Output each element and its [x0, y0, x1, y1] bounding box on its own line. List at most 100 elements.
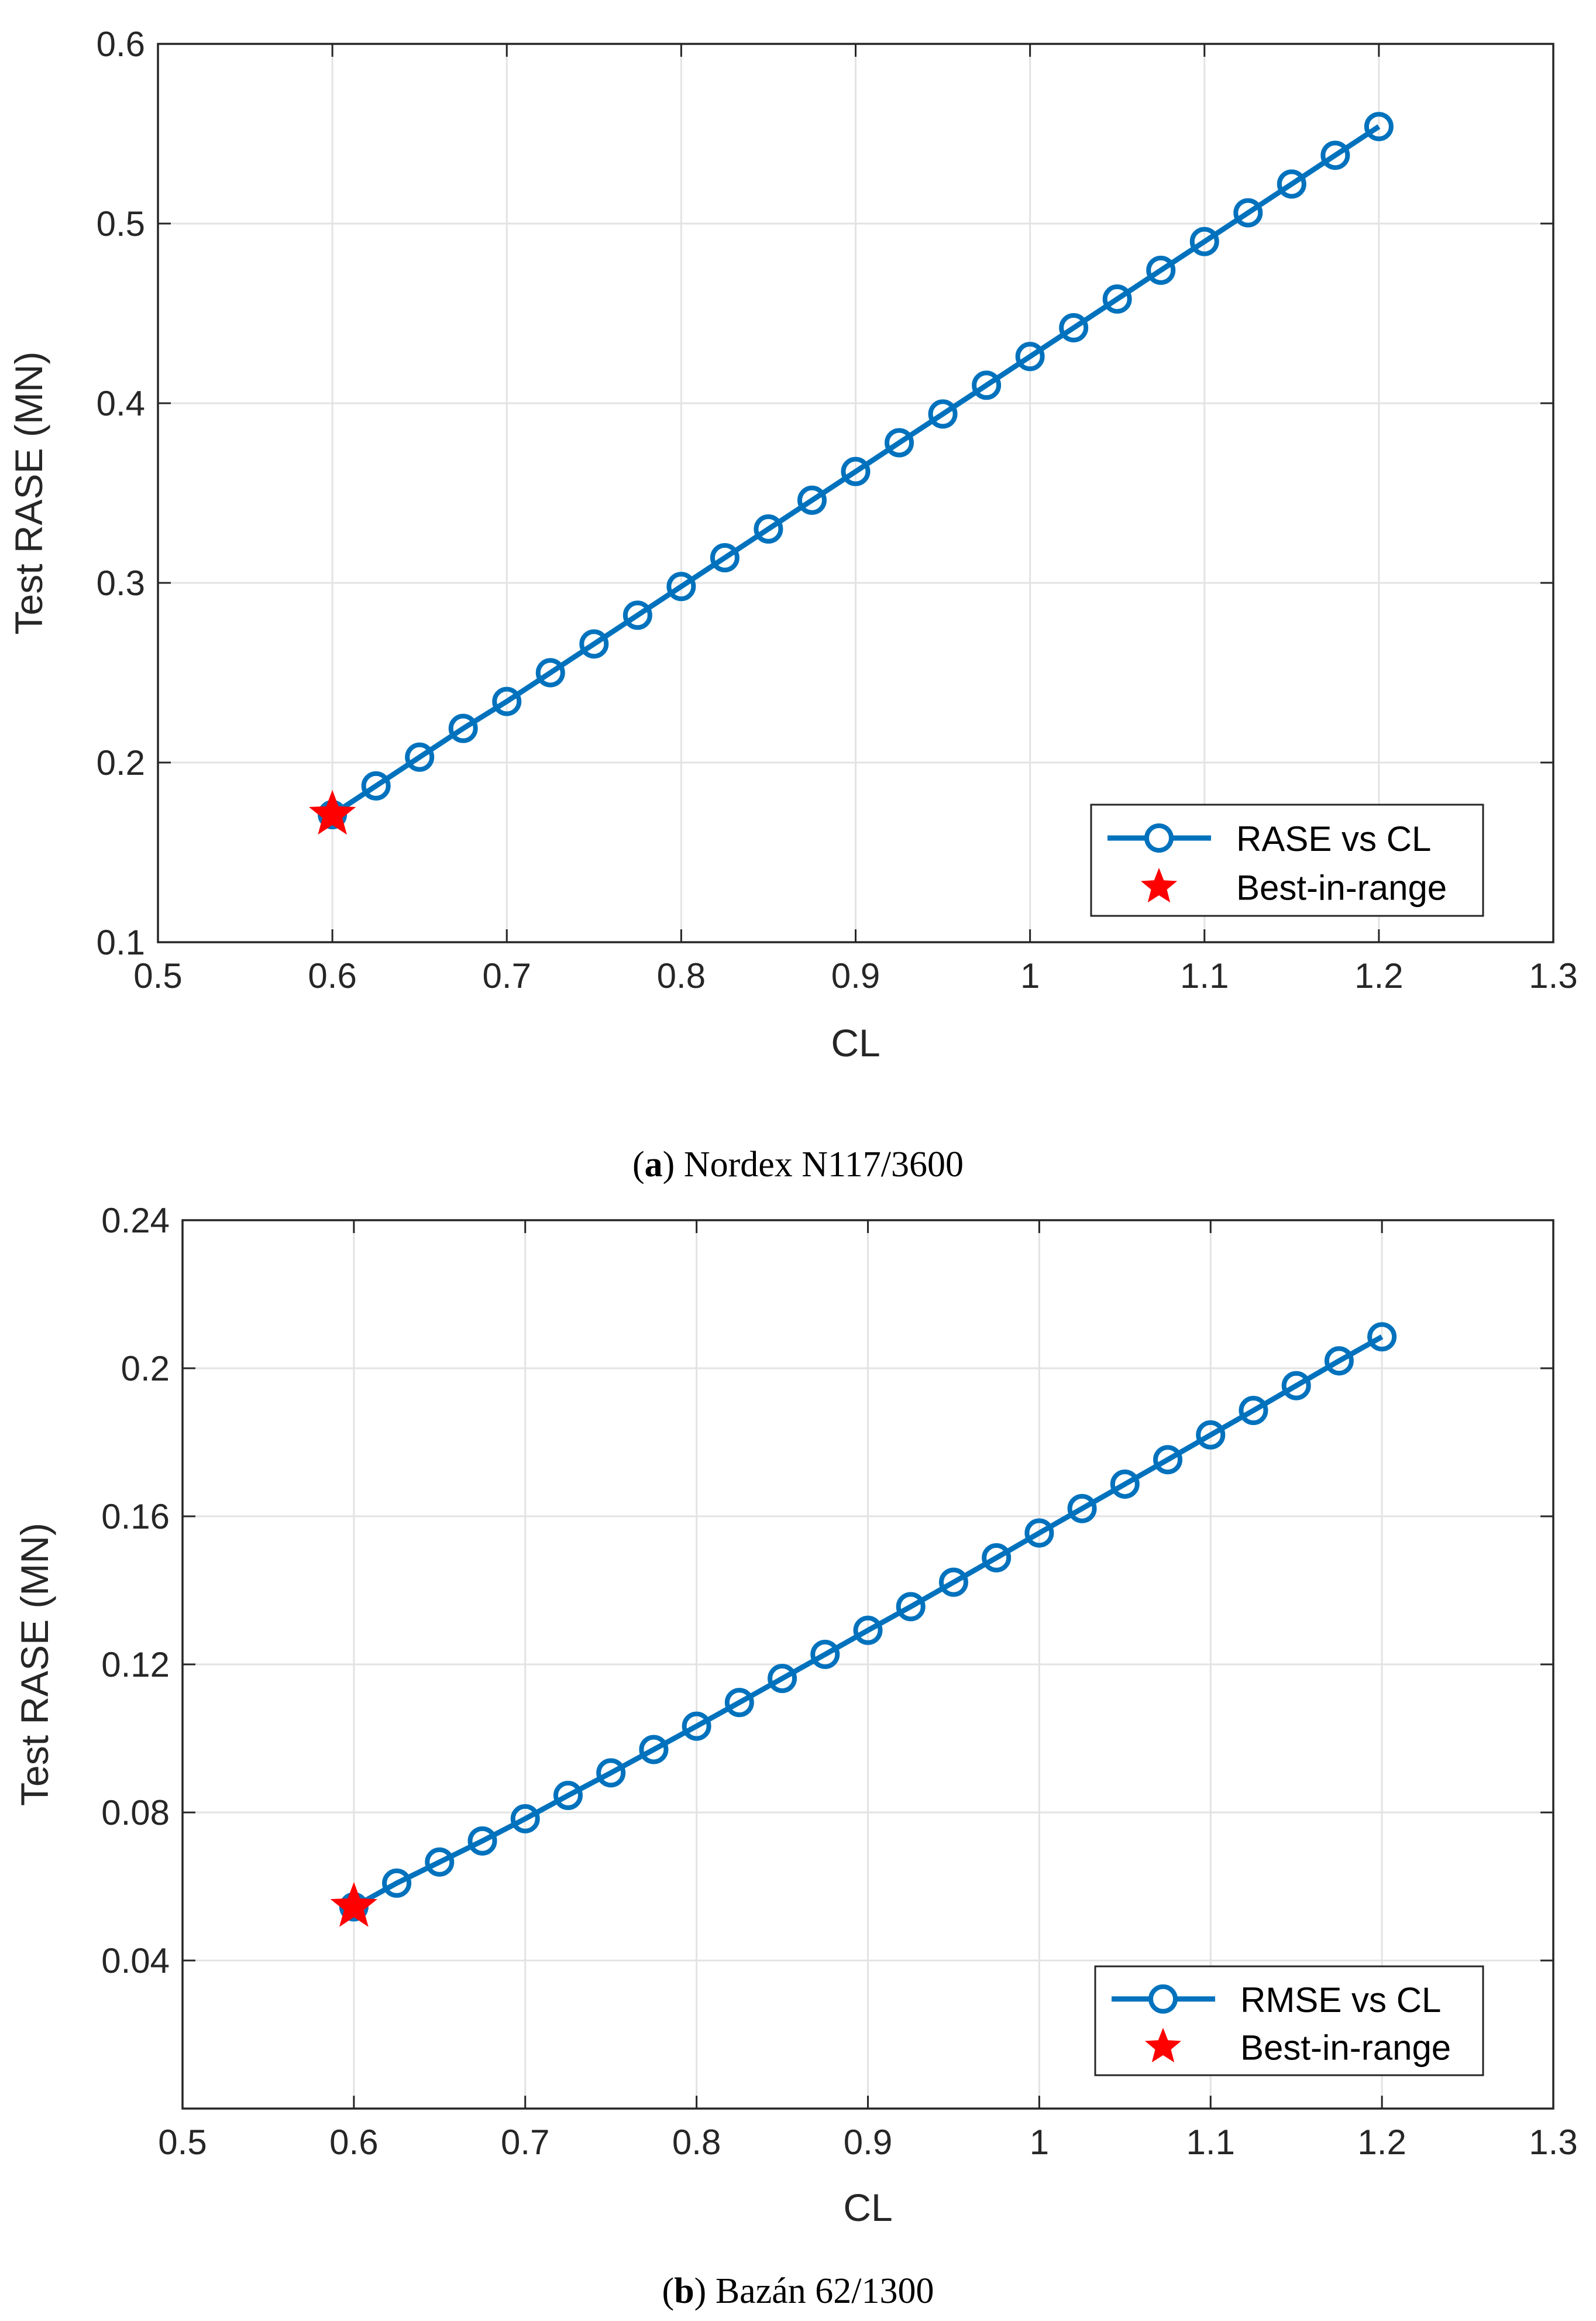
series-line: [331, 124, 1381, 817]
data-point: [1153, 1445, 1183, 1475]
data-point: [1367, 1322, 1397, 1352]
data-point: [841, 456, 871, 486]
data-point: [1059, 313, 1089, 343]
data-point: [579, 629, 609, 659]
data-point: [1239, 1396, 1268, 1426]
data-point: [639, 1735, 669, 1764]
y-tick-label: 0.08: [101, 1793, 170, 1832]
data-point: [982, 1543, 1012, 1572]
x-axis-label: CL: [831, 1021, 880, 1065]
chart-panel-a: 0.5 0.6 0.7 0.8 0.9 1 1.1 1.2 1.3 0.1 0.2 0.3 0.4 0.5…: [7, 25, 1578, 1065]
x-tick-label: 1: [1030, 2123, 1049, 2162]
best-in-range-marker: [330, 1882, 378, 1927]
caption-b-letter: b: [674, 2271, 694, 2311]
legend-label-series: RASE vs CL: [1236, 819, 1431, 859]
data-point: [448, 713, 478, 743]
data-point: [1320, 140, 1350, 170]
data-point: [1277, 169, 1306, 199]
data-point: [1189, 226, 1219, 256]
x-tick-label: 1.3: [1529, 2123, 1577, 2162]
x-tick-label: 1.1: [1180, 956, 1229, 995]
y-axis-label: Test RASE (MN): [7, 351, 50, 634]
y-axis-label: Test RASE (MN): [13, 1523, 56, 1806]
caption-a-letter: a: [644, 1145, 663, 1184]
data-point: [1015, 342, 1045, 372]
legend-star-swatch: [1144, 2027, 1182, 2063]
data-point: [382, 1868, 412, 1898]
data-point: [896, 1592, 926, 1622]
data-point: [810, 1639, 840, 1669]
data-point: [754, 514, 783, 544]
y-tick-label: 0.5: [97, 204, 145, 243]
data-point: [1102, 284, 1132, 314]
legend-box: [1090, 804, 1484, 917]
data-point: [553, 1780, 583, 1810]
data-point: [885, 428, 914, 458]
x-tick-label: 1.2: [1357, 2123, 1406, 2162]
data-point: [1110, 1469, 1140, 1499]
best-in-range-marker: [308, 789, 356, 835]
caption-b: (b) Bazán 62/1300: [662, 2271, 934, 2311]
y-tick-label: 0.4: [97, 384, 145, 423]
data-point: [425, 1847, 455, 1877]
data-point: [1364, 112, 1394, 142]
x-tick-label: 0.7: [501, 2123, 549, 2162]
caption-b-text: Bazán 62/1300: [706, 2271, 934, 2311]
x-tick-label: 1: [1020, 956, 1040, 995]
data-point: [1281, 1371, 1311, 1400]
x-tick-label: 0.9: [844, 2123, 892, 2162]
x-tick-label: 0.8: [657, 956, 706, 995]
legend-marker-swatch: [1144, 823, 1174, 853]
y-tick-label: 0.2: [121, 1349, 170, 1388]
legend-label-best: Best-in-range: [1240, 2028, 1451, 2068]
x-tick-label: 1.2: [1354, 956, 1403, 995]
caption-a-text: Nordex N117/3600: [675, 1145, 964, 1184]
data-point: [1196, 1420, 1226, 1450]
data-point: [1024, 1518, 1054, 1548]
data-point: [535, 658, 565, 688]
y-tick-label: 0.6: [97, 25, 145, 64]
x-tick-label: 0.6: [329, 2123, 378, 2162]
data-point: [361, 771, 391, 801]
data-point: [1233, 198, 1263, 228]
data-point: [1324, 1346, 1354, 1376]
y-tick-label: 0.12: [101, 1645, 170, 1684]
y-tick-label: 0.24: [101, 1201, 170, 1240]
data-point: [972, 370, 1002, 400]
caption-a: (a) Nordex N117/3600: [632, 1145, 964, 1184]
legend-label-series: RMSE vs CL: [1240, 1980, 1441, 2020]
x-tick-label: 1.1: [1186, 2123, 1235, 2162]
data-point: [467, 1826, 497, 1856]
data-point: [492, 686, 522, 716]
x-tick-label: 0.6: [308, 956, 356, 995]
legend-star-swatch: [1140, 867, 1178, 903]
x-tick-label: 0.5: [133, 956, 182, 995]
x-tick-label: 0.5: [158, 2123, 207, 2162]
chart-panel-b: 0.5 0.6 0.7 0.8 0.9 1 1.1 1.2 1.3 0.04 0.08 0.12 0.1…: [13, 1201, 1578, 2229]
data-point: [797, 485, 827, 515]
data-point: [1067, 1493, 1097, 1523]
x-tick-label: 0.8: [672, 2123, 721, 2162]
y-tick-label: 0.04: [101, 1941, 170, 1980]
data-point: [710, 543, 739, 573]
y-tick-label: 0.3: [97, 564, 145, 603]
legend-marker-swatch: [1148, 1984, 1178, 2014]
y-tick-label: 0.1: [97, 923, 145, 962]
x-tick-label: 0.9: [831, 956, 880, 995]
data-point: [622, 600, 652, 630]
data-point: [853, 1615, 883, 1645]
data-point: [510, 1804, 540, 1834]
x-tick-label: 1.3: [1529, 956, 1577, 995]
y-tick-label: 0.2: [97, 743, 145, 782]
series-line: [352, 1334, 1384, 1910]
data-point: [596, 1758, 626, 1788]
x-tick-label: 0.7: [483, 956, 531, 995]
data-point: [666, 572, 696, 602]
x-axis-label: CL: [843, 2186, 892, 2229]
data-point: [928, 399, 958, 429]
data-point: [1146, 255, 1176, 285]
data-point: [682, 1711, 711, 1741]
legend-label-best: Best-in-range: [1236, 868, 1447, 908]
data-point: [405, 742, 435, 772]
